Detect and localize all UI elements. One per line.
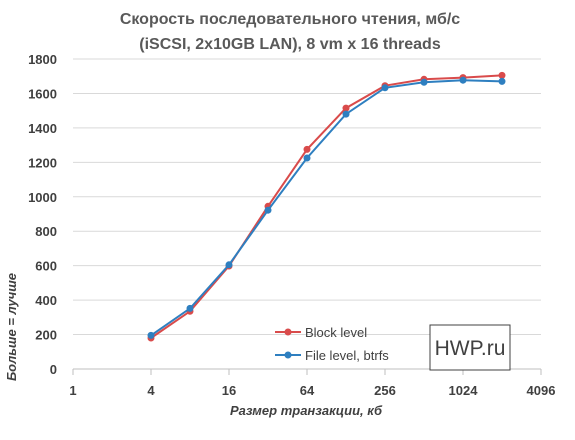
x-tick-labels: 1 4 16 64 256 1024 4096 — [69, 369, 555, 398]
brand-box — [429, 324, 511, 371]
x-tick-1024: 1024 — [449, 383, 479, 398]
brand-label: HWP.ru — [435, 337, 506, 360]
x-tick-4: 4 — [147, 383, 155, 398]
x-tick-1: 1 — [69, 383, 76, 398]
point-file-level-128 — [342, 110, 350, 118]
y-tick-1000: 1000 — [28, 190, 57, 205]
series-line-block-level — [150, 74, 503, 339]
y-tick-labels: 0 200 400 600 800 1000 1200 1400 1600 1800 — [28, 52, 57, 377]
point-block-level-2048 — [498, 71, 506, 79]
y-tick-200: 200 — [35, 328, 57, 343]
point-file-level-2048 — [498, 77, 506, 85]
point-file-level-256 — [381, 84, 389, 92]
point-block-level-64 — [303, 145, 311, 153]
y-tick-1800: 1800 — [28, 52, 57, 67]
point-file-level-4 — [147, 331, 155, 339]
legend-marker-block-level — [284, 328, 292, 336]
y-tick-1400: 1400 — [28, 121, 57, 136]
y-tick-400: 400 — [35, 293, 57, 308]
x-tick-16: 16 — [222, 383, 236, 398]
series-lines — [147, 71, 506, 342]
point-file-level-16 — [225, 261, 233, 269]
y-tick-0: 0 — [50, 362, 57, 377]
point-file-level-1024 — [459, 76, 467, 84]
legend-label-block-level: Block level — [305, 325, 367, 340]
legend-marker-file-level — [284, 351, 292, 359]
point-file-level-64 — [303, 154, 311, 162]
x-tick-64: 64 — [300, 383, 315, 398]
legend-label-file-level: File level, btrfs — [305, 348, 389, 363]
legend: Block level File level, btrfs — [275, 325, 389, 363]
x-tick-256: 256 — [374, 383, 396, 398]
y-axis-label: Больше = лучше — [4, 273, 19, 381]
point-file-level-8 — [186, 304, 194, 312]
point-file-level-512 — [420, 78, 428, 86]
brand-watermark: HWP.ru — [429, 324, 511, 371]
point-file-level-32 — [264, 206, 272, 214]
point-block-level-128 — [342, 104, 350, 112]
x-axis-label: Размер транзакции, кб — [230, 403, 383, 418]
chart-title-line-2: (iSCSI, 2x10GB LAN), 8 vm x 16 threads — [139, 36, 441, 53]
y-tick-600: 600 — [35, 259, 57, 274]
chart-title-line-1: Скорость последовательного чтения, мб/с — [120, 11, 460, 28]
series-line-file-level — [150, 79, 503, 337]
x-tick-4096: 4096 — [527, 383, 556, 398]
y-tick-800: 800 — [35, 224, 57, 239]
y-tick-1200: 1200 — [28, 155, 57, 170]
y-tick-1600: 1600 — [28, 86, 57, 101]
